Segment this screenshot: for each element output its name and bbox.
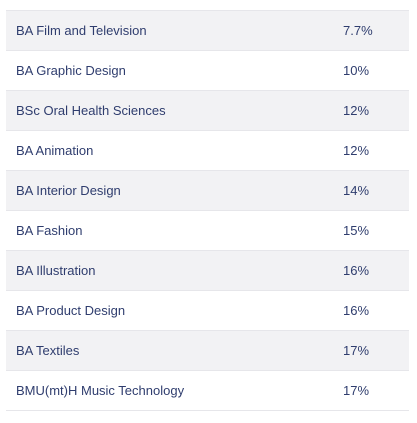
table-row: BA Graphic Design 10% xyxy=(6,51,409,91)
course-rate: 12% xyxy=(343,143,370,158)
course-rate: 16% xyxy=(343,263,370,278)
table-row: BA Fashion 15% xyxy=(6,211,409,251)
table-row: BA Illustration 16% xyxy=(6,251,409,291)
course-table: BA Film and Television 7.7% BA Graphic D… xyxy=(6,10,409,411)
course-rate: 17% xyxy=(343,343,370,358)
course-name: BA Animation xyxy=(16,143,94,158)
table-row: BMU(mt)H Music Technology 17% xyxy=(6,371,409,411)
course-name: BSc Oral Health Sciences xyxy=(16,103,166,118)
course-name: BA Illustration xyxy=(16,263,96,278)
course-rate: 14% xyxy=(343,183,370,198)
table-row: BA Film and Television 7.7% xyxy=(6,11,409,51)
course-name: BA Graphic Design xyxy=(16,63,126,78)
course-name: BA Film and Television xyxy=(16,23,147,38)
table-row: BA Textiles 17% xyxy=(6,331,409,371)
table-row: BSc Oral Health Sciences 12% xyxy=(6,91,409,131)
table-row: BA Interior Design 14% xyxy=(6,171,409,211)
course-rate: 7.7% xyxy=(343,23,373,38)
course-name: BA Fashion xyxy=(16,223,83,238)
course-rate: 10% xyxy=(343,63,370,78)
course-name: BMU(mt)H Music Technology xyxy=(16,383,185,398)
table-row: BA Product Design 16% xyxy=(6,291,409,331)
course-name: BA Interior Design xyxy=(16,183,121,198)
course-name: BA Product Design xyxy=(16,303,126,318)
table-row: BA Animation 12% xyxy=(6,131,409,171)
course-rate: 17% xyxy=(343,383,370,398)
course-rate: 15% xyxy=(343,223,370,238)
course-rate: 12% xyxy=(343,103,370,118)
course-rate: 16% xyxy=(343,303,370,318)
course-name: BA Textiles xyxy=(16,343,80,358)
